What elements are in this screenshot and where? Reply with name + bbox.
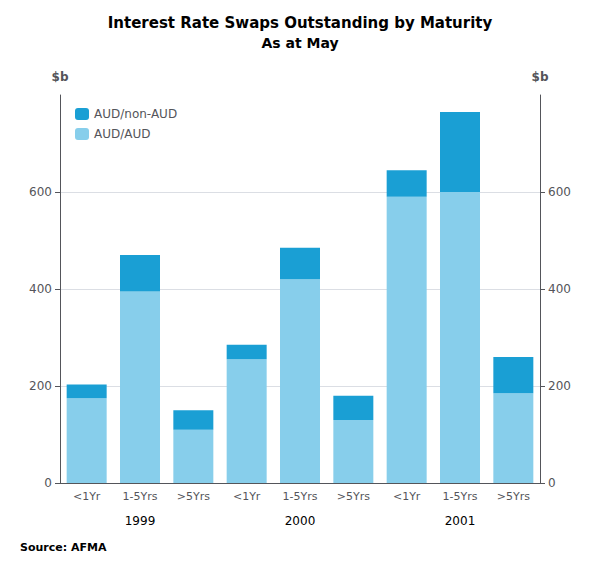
svg-text:0: 0	[548, 476, 556, 490]
svg-text:<1Yr: <1Yr	[393, 490, 421, 503]
svg-text:2000: 2000	[285, 514, 316, 528]
svg-text:Interest Rate Swaps Outstandin: Interest Rate Swaps Outstanding by Matur…	[108, 14, 493, 32]
svg-text:1-5Yrs: 1-5Yrs	[443, 490, 478, 503]
svg-text:<1Yr: <1Yr	[73, 490, 101, 503]
svg-text:>5Yrs: >5Yrs	[337, 490, 370, 503]
svg-text:200: 200	[548, 379, 571, 393]
svg-text:1-5Yrs: 1-5Yrs	[123, 490, 158, 503]
svg-text:1999: 1999	[125, 514, 156, 528]
svg-text:$b: $b	[52, 70, 69, 84]
svg-text:0: 0	[44, 476, 52, 490]
svg-text:600: 600	[29, 185, 52, 199]
svg-text:2001: 2001	[445, 514, 476, 528]
svg-text:400: 400	[29, 282, 52, 296]
svg-text:Source: AFMA: Source: AFMA	[20, 541, 107, 554]
svg-text:200: 200	[29, 379, 52, 393]
svg-text:As at May: As at May	[261, 35, 338, 51]
svg-text:$b: $b	[532, 70, 549, 84]
svg-text:<1Yr: <1Yr	[233, 490, 261, 503]
svg-text:>5Yrs: >5Yrs	[177, 490, 210, 503]
svg-text:400: 400	[548, 282, 571, 296]
svg-text:AUD/non-AUD: AUD/non-AUD	[94, 107, 177, 121]
svg-text:>5Yrs: >5Yrs	[497, 490, 530, 503]
svg-text:1-5Yrs: 1-5Yrs	[283, 490, 318, 503]
svg-text:600: 600	[548, 185, 571, 199]
svg-text:AUD/AUD: AUD/AUD	[94, 127, 151, 141]
